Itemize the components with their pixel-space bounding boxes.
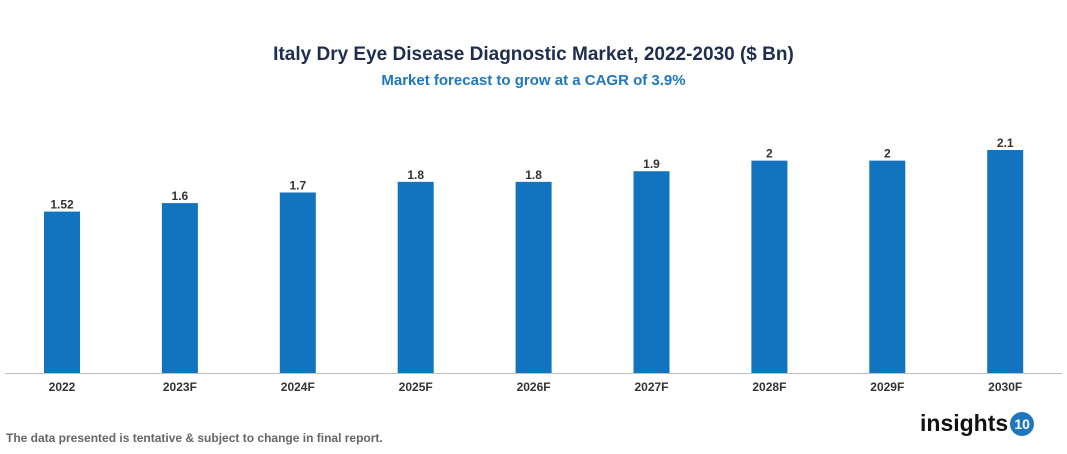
bar bbox=[869, 160, 906, 373]
x-tick-label: 2026F bbox=[517, 380, 551, 394]
x-tick-label: 2022 bbox=[49, 380, 76, 394]
x-tick-label: 2030F bbox=[988, 380, 1022, 394]
chart-subtitle: Market forecast to grow at a CAGR of 3.9… bbox=[381, 72, 686, 89]
x-tick-label: 2028F bbox=[752, 380, 786, 394]
x-tick-label: 2023F bbox=[163, 380, 197, 394]
x-tick-label: 2027F bbox=[634, 380, 668, 394]
bar bbox=[397, 181, 434, 373]
bar bbox=[44, 211, 80, 373]
data-label: 1.6 bbox=[172, 189, 189, 203]
logo-text: insights bbox=[920, 410, 1009, 436]
bar bbox=[987, 150, 1024, 373]
logo-badge: 10 bbox=[1010, 411, 1035, 436]
insights10-logo: insights 10 bbox=[920, 410, 1035, 437]
chart-title: Italy Dry Eye Disease Diagnostic Market,… bbox=[273, 44, 794, 65]
data-label: 2.1 bbox=[997, 136, 1014, 150]
data-label: 1.9 bbox=[643, 157, 660, 171]
data-label: 1.52 bbox=[50, 198, 74, 212]
x-tick-label: 2029F bbox=[870, 380, 904, 394]
data-label: 1.8 bbox=[525, 168, 542, 182]
bar bbox=[279, 192, 316, 373]
x-tick-label: 2025F bbox=[399, 380, 433, 394]
data-label: 2 bbox=[884, 147, 891, 161]
data-label: 1.8 bbox=[407, 168, 424, 182]
data-label: 2 bbox=[766, 147, 773, 161]
data-label: 1.7 bbox=[289, 178, 306, 192]
footer-note: The data presented is tentative & subjec… bbox=[6, 431, 383, 445]
bar bbox=[751, 160, 788, 373]
x-tick-label: 2024F bbox=[281, 380, 315, 394]
bar bbox=[161, 203, 198, 373]
bar bbox=[633, 171, 670, 373]
bar bbox=[515, 181, 552, 373]
